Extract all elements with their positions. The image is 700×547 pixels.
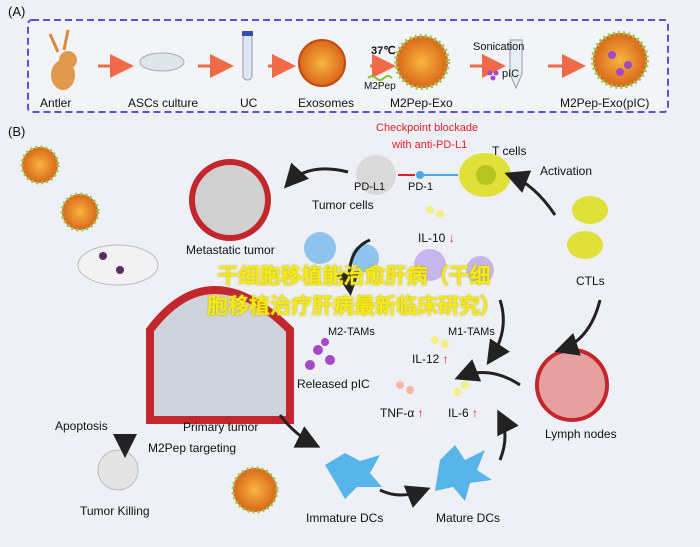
pic-label: pIC [502, 68, 520, 80]
activation-label: Activation [540, 164, 593, 178]
apoptosis-label: Apoptosis [55, 419, 108, 433]
tnf-dots-icon [396, 381, 414, 394]
tumor-cells-label: Tumor cells [312, 198, 374, 212]
tumor-killing-label: Tumor Killing [80, 504, 150, 518]
metastatic-tumor-label: Metastatic tumor [186, 243, 275, 257]
sonication-label: Sonication [473, 41, 525, 53]
m1-tam-cells-icon [414, 249, 494, 284]
cuvette-icon [509, 39, 523, 90]
step-label-m2pep-exo-pic: M2Pep-Exo(pIC) [560, 96, 650, 110]
ctls-label: CTLs [576, 274, 605, 288]
pic-cluster-icon [305, 338, 335, 370]
mature-dc-icon [435, 445, 492, 501]
deer-icon [48, 29, 77, 90]
mouse-icon [77, 244, 159, 286]
up-arrow-icon: ↑ [442, 352, 449, 366]
exosome-circulating-icon [20, 145, 100, 232]
down-arrow-icon: ↓ [448, 231, 455, 245]
watermark-overlay: 干细胞移植能治愈肝病（干细 胞移植治疗肝病最新临床研究） [178, 262, 530, 322]
up-arrow-icon: ↑ [472, 406, 479, 420]
pd-l1-label: PD-L1 [354, 181, 386, 193]
exosome-icon [298, 39, 346, 87]
anti-pd-l1-label: with anti-PD-L1 [392, 139, 468, 151]
panel-a-dashed-box [27, 19, 669, 113]
tnfa-label: TNF-α ↑ [380, 406, 424, 420]
step-label-exosomes: Exosomes [298, 96, 355, 110]
m2pep-label: M2Pep [364, 81, 396, 92]
il6-label: IL-6 ↑ [448, 406, 479, 420]
m2pep-exo-pic-icon [591, 31, 649, 89]
primary-tumor-icon [146, 286, 294, 424]
m2pep-exo-icon [394, 34, 450, 90]
immature-dcs-label: Immature DCs [306, 511, 384, 525]
dying-tumor-cell-icon [97, 449, 139, 491]
cytokine-dots-icon [426, 206, 469, 396]
t-cell-icon [459, 153, 511, 197]
pic-dots-icon [487, 70, 499, 81]
primary-tumor-label: Primary tumor [183, 420, 259, 434]
tube-icon [242, 31, 253, 81]
il10-label: IL-10 ↓ [418, 231, 455, 245]
petri-dish-icon [139, 52, 185, 72]
flow-arrows [113, 162, 602, 508]
released-pic-label: Released pIC [297, 377, 370, 391]
panel-a-label: (A) [8, 4, 26, 19]
m2pep-targeting-label: M2Pep targeting [148, 441, 237, 455]
temperature-label: 37℃ [371, 45, 396, 57]
step-label-antler: Antler [40, 96, 72, 110]
m1-tams-label: M1-TAMs [448, 326, 495, 338]
checkpoint-blockade-label: Checkpoint blockade [376, 122, 479, 134]
m2-tams-label: M2-TAMs [328, 326, 375, 338]
pd-1-label: PD-1 [408, 181, 434, 193]
mature-dcs-label: Mature DCs [436, 511, 501, 525]
il12-label: IL-12 ↑ [412, 352, 449, 366]
ctl-cells-icon [567, 196, 608, 259]
up-arrow-icon: ↑ [417, 406, 424, 420]
watermark-line-1: 干细胞移植能治愈肝病（干细 [217, 265, 491, 288]
lymph-node-icon [535, 348, 609, 422]
m2pep-squiggle-icon [367, 75, 393, 81]
step-label-uc: UC [240, 96, 258, 110]
tumor-cell-icon [356, 155, 396, 195]
step-label-ascs-culture: ASCs culture [128, 96, 199, 110]
m2-tam-cells-icon [304, 232, 379, 272]
metastatic-tumor-icon [189, 159, 271, 241]
lymph-nodes-label: Lymph nodes [545, 427, 617, 441]
t-cells-label: T cells [492, 144, 527, 158]
step-label-m2pep-exo: M2Pep-Exo [390, 96, 453, 110]
targeted-exosome-icon [231, 466, 279, 514]
watermark-line-2: 胞移植治疗肝病最新临床研究） [207, 295, 501, 318]
panel-b-label: (B) [8, 124, 26, 139]
immature-dc-icon [325, 453, 382, 499]
